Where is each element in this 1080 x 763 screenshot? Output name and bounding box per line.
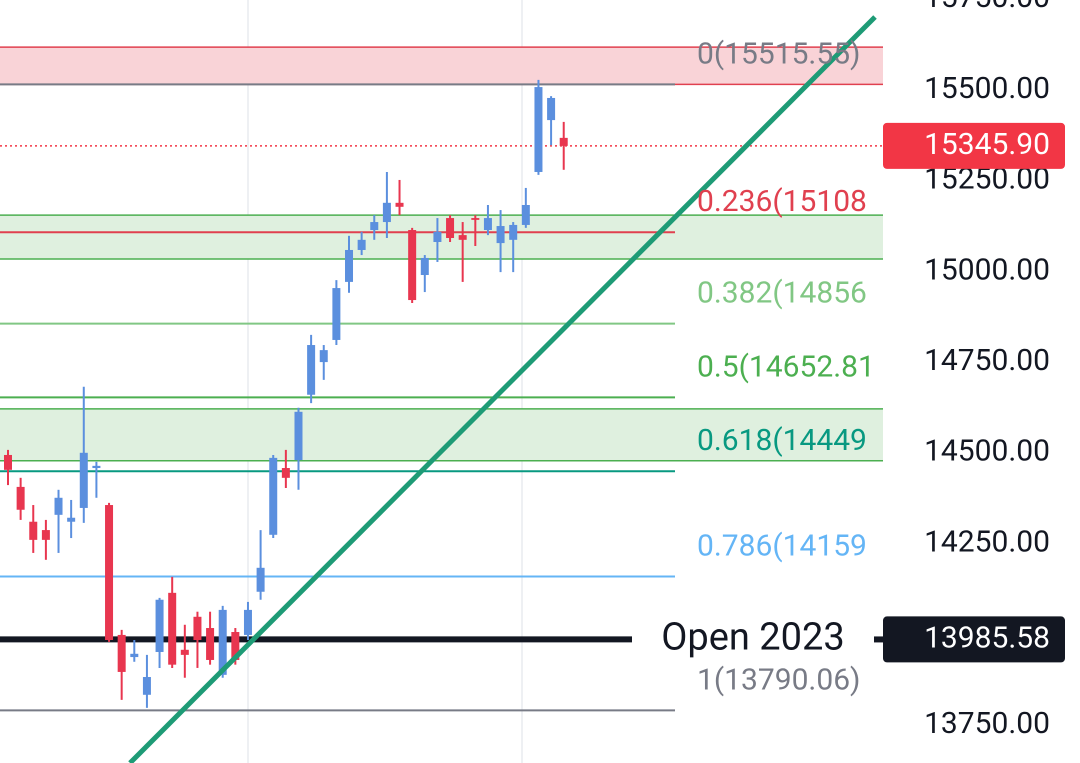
open-level-label: Open 2023 [661,615,844,659]
candle-body [193,616,202,641]
candle-body [142,677,151,695]
candle-body [4,454,12,470]
fib-label: 0.236(15108 [697,184,867,219]
candle-body [458,235,467,240]
candle-body [534,87,543,172]
candle-body [243,609,252,635]
y-tick-label: 15000.00 [924,252,1050,287]
fib-label: 1(13790.06) [697,662,861,697]
y-tick-label: 14500.00 [924,434,1050,469]
candle-body [547,97,556,121]
candle-body [446,218,455,239]
y-tick-label: 13750.00 [924,706,1050,741]
candle-body [180,649,189,655]
fib-label: 0.5(14652.81 [697,349,875,384]
candle-body [130,653,139,658]
candle-body [67,517,76,522]
candle-body [370,222,379,231]
candle-body [105,505,114,641]
open-level-value-label: 13985.58 [924,620,1050,655]
candle-body [382,202,391,223]
candle-body [420,257,429,276]
candle-body [496,226,505,244]
candle-body [521,204,530,225]
zone [0,47,883,85]
candle-body [92,465,101,469]
candle-body [345,249,354,282]
background [247,0,523,763]
candle-body [395,202,404,207]
candle-body [117,634,126,672]
y-tick-label: 15500.00 [924,71,1050,106]
candle-body [559,137,568,146]
trend-line [128,15,877,763]
candle-body [29,521,38,540]
candle-body [483,218,492,231]
candle-body [41,530,50,540]
open-level-badge [883,616,1065,663]
current-price-badge [883,122,1065,169]
current-price-label: 15345.90 [924,127,1050,162]
fib-label: 0(15515.55) [697,36,861,71]
candle-body [168,592,177,665]
fib-label: 0.618(14449 [697,423,867,458]
candle-body [256,567,265,592]
fib-label: 0.786(14159 [697,528,867,563]
candle-body [294,411,303,461]
candle-body [307,345,316,395]
candle-body [281,468,290,478]
candle-body [357,239,366,250]
candle-body [319,350,328,363]
candle-body [433,231,442,242]
candle-body [408,230,417,301]
candle-body [471,218,480,220]
fib-label: 0.382(14856 [697,276,867,311]
candle-body [218,609,227,675]
y-tick-label: 14250.00 [924,524,1050,559]
candle-body [332,288,341,340]
candle-body [231,632,240,660]
candle-body [206,628,215,660]
candle-body [16,486,25,510]
candle-body [54,497,63,515]
candle-body [79,452,88,508]
candle-body [155,599,164,652]
y-tick-label: 14750.00 [924,343,1050,378]
candle-body [509,224,518,240]
y-tick-label: 15750.00 [924,0,1050,15]
zone [0,215,883,260]
candle-body [269,457,278,535]
